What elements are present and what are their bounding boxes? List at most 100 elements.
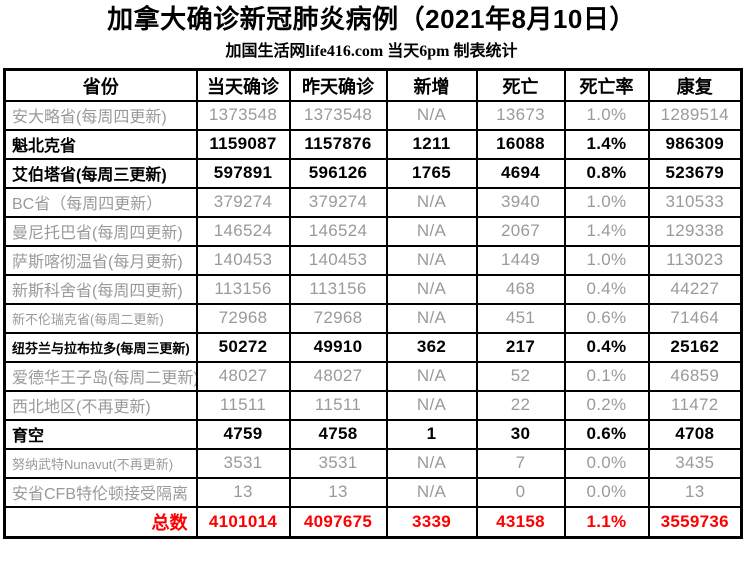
header-yesterday-confirmed: 昨天确诊	[288, 68, 388, 102]
table-row: 曼尼托巴省(每周四更新) 146524 146524 N/A 2067 1.4%…	[3, 215, 743, 247]
table-row: 安省CFB特伦顿接受隔离 13 13 N/A 0 0.0% 13	[3, 476, 743, 508]
recovered-cell: 113023	[647, 244, 743, 276]
table-row: 萨斯喀彻温省(每月更新) 140453 140453 N/A 1449 1.0%…	[3, 244, 743, 276]
header-death-rate: 死亡率	[563, 68, 650, 102]
page-title: 加拿大确诊新冠肺炎病例（2021年8月10日）	[107, 4, 636, 34]
today-confirmed-cell: 4759	[195, 418, 291, 450]
table-row: 新斯科舍省(每周四更新) 113156 113156 N/A 468 0.4% …	[3, 273, 743, 305]
province-cell: 萨斯喀彻温省(每月更新)	[3, 244, 198, 276]
province-cell: 新不伦瑞克省(每周二更新)	[3, 302, 198, 334]
deaths-cell: 30	[475, 418, 566, 450]
deaths-cell: 52	[475, 360, 566, 392]
yesterday-confirmed-cell: 379274	[288, 186, 388, 218]
table-row: 爱德华王子岛(每周二更新) 48027 48027 N/A 52 0.1% 46…	[3, 360, 743, 392]
death-rate-cell: 0.0%	[563, 447, 650, 479]
death-rate-cell: 0.0%	[563, 476, 650, 508]
today-confirmed-cell: 11511	[195, 389, 291, 421]
death-rate-cell: 0.2%	[563, 389, 650, 421]
today-confirmed-cell: 50272	[195, 331, 291, 363]
header-today-confirmed: 当天确诊	[195, 68, 291, 102]
new-cases-cell: N/A	[385, 215, 478, 247]
recovered-cell: 1289514	[647, 99, 743, 131]
death-rate-cell: 0.6%	[563, 418, 650, 450]
deaths-cell: 7	[475, 447, 566, 479]
recovered-cell: 3435	[647, 447, 743, 479]
deaths-cell: 3940	[475, 186, 566, 218]
province-cell: 安大略省(每周四更新)	[3, 99, 198, 131]
yesterday-confirmed-cell: 11511	[288, 389, 388, 421]
total-recovered: 3559736	[647, 505, 743, 539]
table-footer: 总数 4101014 4097675 3339 43158 1.1% 35597…	[3, 505, 743, 539]
recovered-cell: 13	[647, 476, 743, 508]
yesterday-confirmed-cell: 72968	[288, 302, 388, 334]
yesterday-confirmed-cell: 3531	[288, 447, 388, 479]
yesterday-confirmed-cell: 140453	[288, 244, 388, 276]
new-cases-cell: 1765	[385, 157, 478, 189]
death-rate-cell: 0.1%	[563, 360, 650, 392]
death-rate-cell: 1.4%	[563, 215, 650, 247]
death-rate-cell: 1.0%	[563, 244, 650, 276]
new-cases-cell: N/A	[385, 360, 478, 392]
page-subtitle: 加国生活网life416.com 当天6pm 制表统计	[225, 43, 518, 61]
new-cases-cell: N/A	[385, 389, 478, 421]
header-deaths: 死亡	[475, 68, 566, 102]
total-new-cases: 3339	[385, 505, 478, 539]
yesterday-confirmed-cell: 113156	[288, 273, 388, 305]
table-row: 魁北克省 1159087 1157876 1211 16088 1.4% 986…	[3, 128, 743, 160]
death-rate-cell: 1.0%	[563, 99, 650, 131]
recovered-cell: 11472	[647, 389, 743, 421]
header-new-cases: 新增	[385, 68, 478, 102]
yesterday-confirmed-cell: 1157876	[288, 128, 388, 160]
today-confirmed-cell: 113156	[195, 273, 291, 305]
new-cases-cell: N/A	[385, 273, 478, 305]
new-cases-cell: N/A	[385, 99, 478, 131]
table-row: 育空 4759 4758 1 30 0.6% 4708	[3, 418, 743, 450]
yesterday-confirmed-cell: 4758	[288, 418, 388, 450]
province-cell: 魁北克省	[3, 128, 198, 160]
yesterday-confirmed-cell: 146524	[288, 215, 388, 247]
today-confirmed-cell: 48027	[195, 360, 291, 392]
yesterday-confirmed-cell: 1373548	[288, 99, 388, 131]
new-cases-cell: N/A	[385, 302, 478, 334]
today-confirmed-cell: 146524	[195, 215, 291, 247]
today-confirmed-cell: 3531	[195, 447, 291, 479]
deaths-cell: 217	[475, 331, 566, 363]
deaths-cell: 468	[475, 273, 566, 305]
new-cases-cell: 362	[385, 331, 478, 363]
province-cell: 努纳武特Nunavut(不再更新)	[3, 447, 198, 479]
province-cell: 育空	[3, 418, 198, 450]
today-confirmed-cell: 1373548	[195, 99, 291, 131]
deaths-cell: 0	[475, 476, 566, 508]
header-recovered: 康复	[647, 68, 743, 102]
deaths-cell: 16088	[475, 128, 566, 160]
table-row: 努纳武特Nunavut(不再更新) 3531 3531 N/A 7 0.0% 3…	[3, 447, 743, 479]
death-rate-cell: 1.4%	[563, 128, 650, 160]
recovered-cell: 44227	[647, 273, 743, 305]
death-rate-cell: 1.0%	[563, 186, 650, 218]
province-cell: 曼尼托巴省(每周四更新)	[3, 215, 198, 247]
recovered-cell: 523679	[647, 157, 743, 189]
total-today-confirmed: 4101014	[195, 505, 291, 539]
new-cases-cell: N/A	[385, 447, 478, 479]
yesterday-confirmed-cell: 596126	[288, 157, 388, 189]
table-row: 西北地区(不再更新) 11511 11511 N/A 22 0.2% 11472	[3, 389, 743, 421]
province-cell: BC省（每周四更新）	[3, 186, 198, 218]
table-header: 省份 当天确诊 昨天确诊 新增 死亡 死亡率 康复	[3, 68, 743, 102]
province-cell: 爱德华王子岛(每周二更新)	[3, 360, 198, 392]
deaths-cell: 4694	[475, 157, 566, 189]
province-cell: 安省CFB特伦顿接受隔离	[3, 476, 198, 508]
deaths-cell: 13673	[475, 99, 566, 131]
covid-stats-table: 省份 当天确诊 昨天确诊 新增 死亡 死亡率 康复 安大略省(每周四更新) 13…	[3, 68, 743, 540]
today-confirmed-cell: 379274	[195, 186, 291, 218]
yesterday-confirmed-cell: 13	[288, 476, 388, 508]
table-row: BC省（每周四更新） 379274 379274 N/A 3940 1.0% 3…	[3, 186, 743, 218]
death-rate-cell: 0.4%	[563, 331, 650, 363]
header-province: 省份	[3, 68, 198, 102]
total-death-rate: 1.1%	[563, 505, 650, 539]
deaths-cell: 1449	[475, 244, 566, 276]
death-rate-cell: 0.4%	[563, 273, 650, 305]
table-row: 安大略省(每周四更新) 1373548 1373548 N/A 13673 1.…	[3, 99, 743, 131]
recovered-cell: 129338	[647, 215, 743, 247]
today-confirmed-cell: 140453	[195, 244, 291, 276]
